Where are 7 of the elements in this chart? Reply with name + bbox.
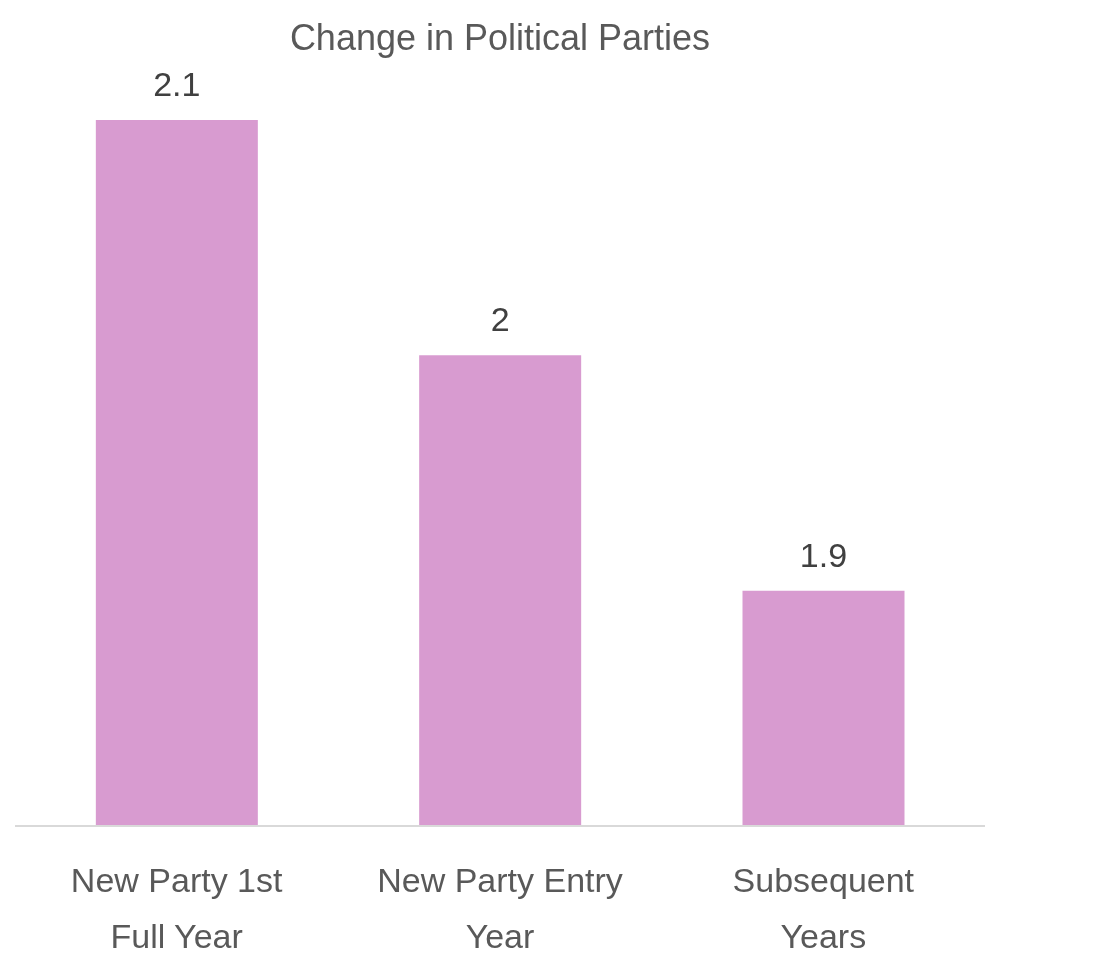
data-label: 2 bbox=[490, 300, 510, 339]
data-label: 2.1 bbox=[153, 65, 201, 103]
x-tick-label: Subsequent Years bbox=[732, 861, 915, 955]
data-label: 1.9 bbox=[799, 535, 848, 574]
x-tick-label: New Party 1st Full Year bbox=[70, 861, 284, 955]
x-tick-label: New Party Entry Year bbox=[377, 861, 623, 955]
chart-title: Change in Political Parties bbox=[289, 17, 711, 58]
